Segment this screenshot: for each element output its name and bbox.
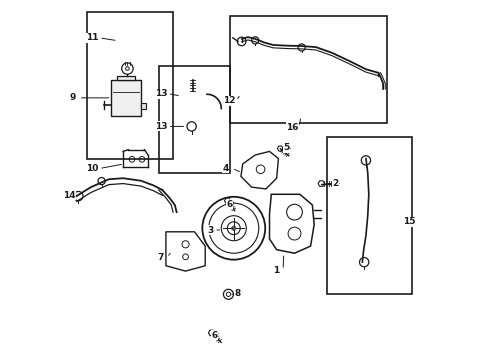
Text: 9: 9 (69, 93, 75, 102)
Text: 6: 6 (211, 331, 217, 340)
Bar (87, 12, 173, 158)
Bar (326, 137, 411, 294)
Text: 12: 12 (223, 96, 235, 105)
Text: 13: 13 (155, 122, 167, 131)
Bar (117, 76, 135, 80)
Text: 6: 6 (226, 200, 232, 209)
Text: 11: 11 (86, 33, 99, 42)
Text: 3: 3 (207, 225, 213, 234)
Text: 13: 13 (155, 89, 167, 98)
Bar (159, 66, 230, 173)
Bar (230, 16, 386, 123)
Text: 1: 1 (273, 266, 279, 275)
Bar (141, 103, 145, 109)
Text: 5: 5 (283, 143, 289, 152)
Text: 14: 14 (63, 190, 76, 199)
Text: 8: 8 (234, 289, 241, 298)
Text: 10: 10 (86, 164, 99, 173)
Text: 4: 4 (222, 164, 228, 173)
Text: 7: 7 (157, 253, 163, 262)
Text: 16: 16 (286, 123, 298, 132)
Text: 2: 2 (332, 179, 338, 188)
Bar (110, 80, 141, 116)
Circle shape (231, 226, 235, 230)
Text: 15: 15 (402, 217, 414, 226)
